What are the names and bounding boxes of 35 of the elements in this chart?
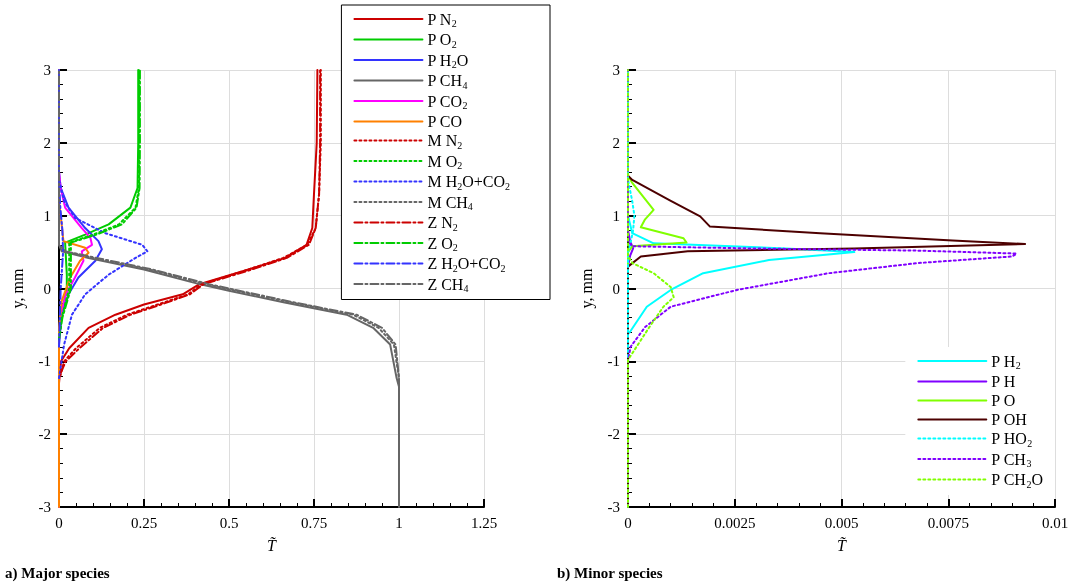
x-tick-label: 0.01 — [1041, 514, 1069, 531]
x-tick-label: 0.0025 — [714, 514, 756, 531]
x-axis-title: T̃ — [267, 536, 278, 554]
y-tick-label: -1 — [607, 353, 620, 370]
x-tick-label: 0 — [624, 514, 632, 531]
text: a) Major species — [5, 564, 110, 582]
x-tick-label: 0.0075 — [927, 514, 969, 531]
y-axis-title: y, mm — [8, 268, 27, 309]
x-tick-label: 0.75 — [300, 514, 328, 531]
x-tick-label: 0.005 — [824, 514, 859, 531]
y-tick-label: 2 — [43, 134, 51, 151]
y-tick-label: -2 — [38, 426, 51, 443]
x-tick-label: 1.25 — [470, 514, 498, 531]
legend-label: P H — [991, 373, 1016, 390]
x-tick-label: 0.5 — [219, 514, 239, 531]
y-tick-label: 1 — [612, 207, 620, 224]
y-tick-label: 3 — [43, 62, 51, 78]
x-tick-label: 1 — [395, 514, 403, 531]
legend-label: P O — [991, 392, 1016, 409]
y-tick-label: 0 — [43, 280, 51, 297]
legend-label: P OH — [991, 411, 1028, 428]
y-tick-label: -3 — [607, 499, 620, 515]
x-axis-title: T̃ — [837, 536, 848, 554]
y-tick-label: 0 — [612, 280, 620, 297]
y-tick-label: -2 — [607, 426, 620, 443]
y-tick-label: -3 — [38, 499, 51, 515]
y-tick-label: 2 — [612, 134, 620, 151]
y-axis-title: y, mm — [577, 268, 596, 309]
text: b) Minor species — [557, 564, 663, 582]
y-tick-label: -1 — [38, 353, 51, 370]
y-tick-label: 3 — [612, 62, 620, 78]
x-tick-label: 0 — [55, 514, 63, 531]
legend-label: P CO — [427, 113, 462, 130]
x-tick-label: 0.25 — [130, 514, 158, 531]
y-tick-label: 1 — [43, 207, 51, 224]
